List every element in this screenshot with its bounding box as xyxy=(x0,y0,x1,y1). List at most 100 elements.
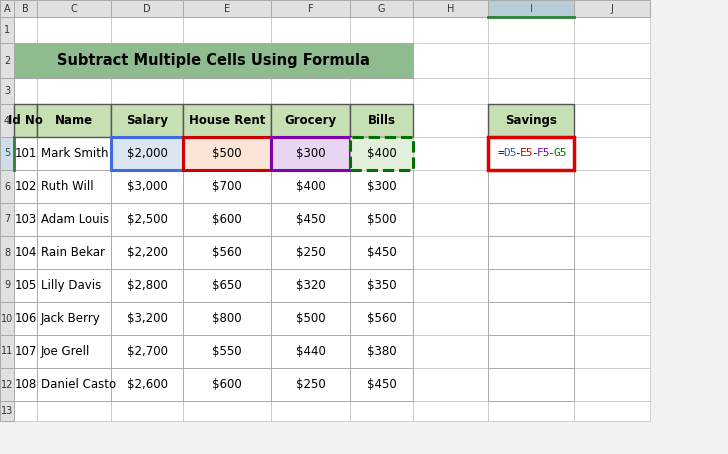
Bar xyxy=(488,137,574,170)
Bar xyxy=(14,368,37,401)
Bar xyxy=(37,335,111,368)
Text: Subtract Multiple Cells Using Formula: Subtract Multiple Cells Using Formula xyxy=(57,53,370,68)
Text: G5: G5 xyxy=(553,148,566,158)
Bar xyxy=(574,269,650,302)
Bar xyxy=(488,302,574,335)
Text: 12: 12 xyxy=(1,380,13,390)
Bar xyxy=(0,17,14,43)
Bar xyxy=(271,17,350,43)
Text: J: J xyxy=(611,4,614,14)
Text: -: - xyxy=(515,148,521,158)
Bar xyxy=(37,269,111,302)
Bar xyxy=(488,17,574,43)
Text: H: H xyxy=(447,4,454,14)
Text: 4: 4 xyxy=(4,115,10,125)
Bar xyxy=(488,203,574,236)
Bar xyxy=(183,236,271,269)
Bar xyxy=(271,137,350,170)
Bar xyxy=(111,335,183,368)
Bar xyxy=(183,236,271,269)
Bar xyxy=(14,17,37,43)
Bar xyxy=(350,401,413,421)
Bar xyxy=(14,170,37,203)
Text: $400: $400 xyxy=(367,147,396,160)
Bar xyxy=(183,335,271,368)
Bar xyxy=(183,368,271,401)
Text: Salary: Salary xyxy=(126,114,168,127)
Bar xyxy=(14,0,37,17)
Bar xyxy=(183,203,271,236)
Bar xyxy=(111,203,183,236)
Bar xyxy=(413,368,488,401)
Bar xyxy=(37,137,111,170)
Bar xyxy=(574,43,650,78)
Text: E: E xyxy=(224,4,230,14)
Bar xyxy=(350,104,413,137)
Text: Adam Louis: Adam Louis xyxy=(41,213,109,226)
Bar xyxy=(14,170,37,203)
Bar xyxy=(0,302,14,335)
Bar xyxy=(413,269,488,302)
Text: $500: $500 xyxy=(212,147,242,160)
Text: 5: 5 xyxy=(4,148,10,158)
Text: 108: 108 xyxy=(15,378,36,391)
Bar xyxy=(37,78,111,104)
Bar xyxy=(37,170,111,203)
Text: 105: 105 xyxy=(15,279,36,292)
Bar xyxy=(488,335,574,368)
Bar xyxy=(14,302,37,335)
Text: $650: $650 xyxy=(212,279,242,292)
Text: $560: $560 xyxy=(212,246,242,259)
Bar xyxy=(488,368,574,401)
Text: $3,200: $3,200 xyxy=(127,312,167,325)
Bar xyxy=(183,78,271,104)
Text: $600: $600 xyxy=(212,378,242,391)
Bar xyxy=(488,170,574,203)
Bar xyxy=(14,269,37,302)
Text: 6: 6 xyxy=(4,182,10,192)
Text: Bills: Bills xyxy=(368,114,395,127)
Text: $800: $800 xyxy=(212,312,242,325)
Bar xyxy=(488,104,574,137)
Bar xyxy=(271,302,350,335)
Text: 101: 101 xyxy=(15,147,36,160)
Bar xyxy=(111,368,183,401)
Bar xyxy=(0,43,14,78)
Bar xyxy=(350,368,413,401)
Bar xyxy=(37,302,111,335)
Bar xyxy=(413,203,488,236)
Bar xyxy=(271,269,350,302)
Bar xyxy=(350,203,413,236)
Bar xyxy=(0,104,14,137)
Bar xyxy=(350,302,413,335)
Text: $450: $450 xyxy=(367,378,396,391)
Bar xyxy=(350,43,413,78)
Bar xyxy=(0,236,14,269)
Bar xyxy=(271,104,350,137)
Bar xyxy=(271,104,350,137)
Text: 103: 103 xyxy=(15,213,36,226)
Bar xyxy=(574,236,650,269)
Text: 102: 102 xyxy=(15,180,36,193)
Text: $500: $500 xyxy=(296,312,325,325)
Bar xyxy=(350,0,413,17)
Bar xyxy=(350,269,413,302)
Bar xyxy=(488,302,574,335)
Bar xyxy=(183,170,271,203)
Bar xyxy=(14,269,37,302)
Bar xyxy=(183,203,271,236)
Bar xyxy=(350,137,413,170)
Bar xyxy=(183,104,271,137)
Bar xyxy=(488,137,574,170)
Bar xyxy=(271,137,350,170)
Text: $440: $440 xyxy=(296,345,325,358)
Text: $500: $500 xyxy=(212,147,242,160)
Bar xyxy=(574,137,650,170)
Bar xyxy=(111,104,183,137)
Bar xyxy=(183,137,271,170)
Text: 3: 3 xyxy=(4,86,10,96)
Bar xyxy=(0,0,14,17)
Bar xyxy=(183,269,271,302)
Bar xyxy=(488,236,574,269)
Bar xyxy=(183,170,271,203)
